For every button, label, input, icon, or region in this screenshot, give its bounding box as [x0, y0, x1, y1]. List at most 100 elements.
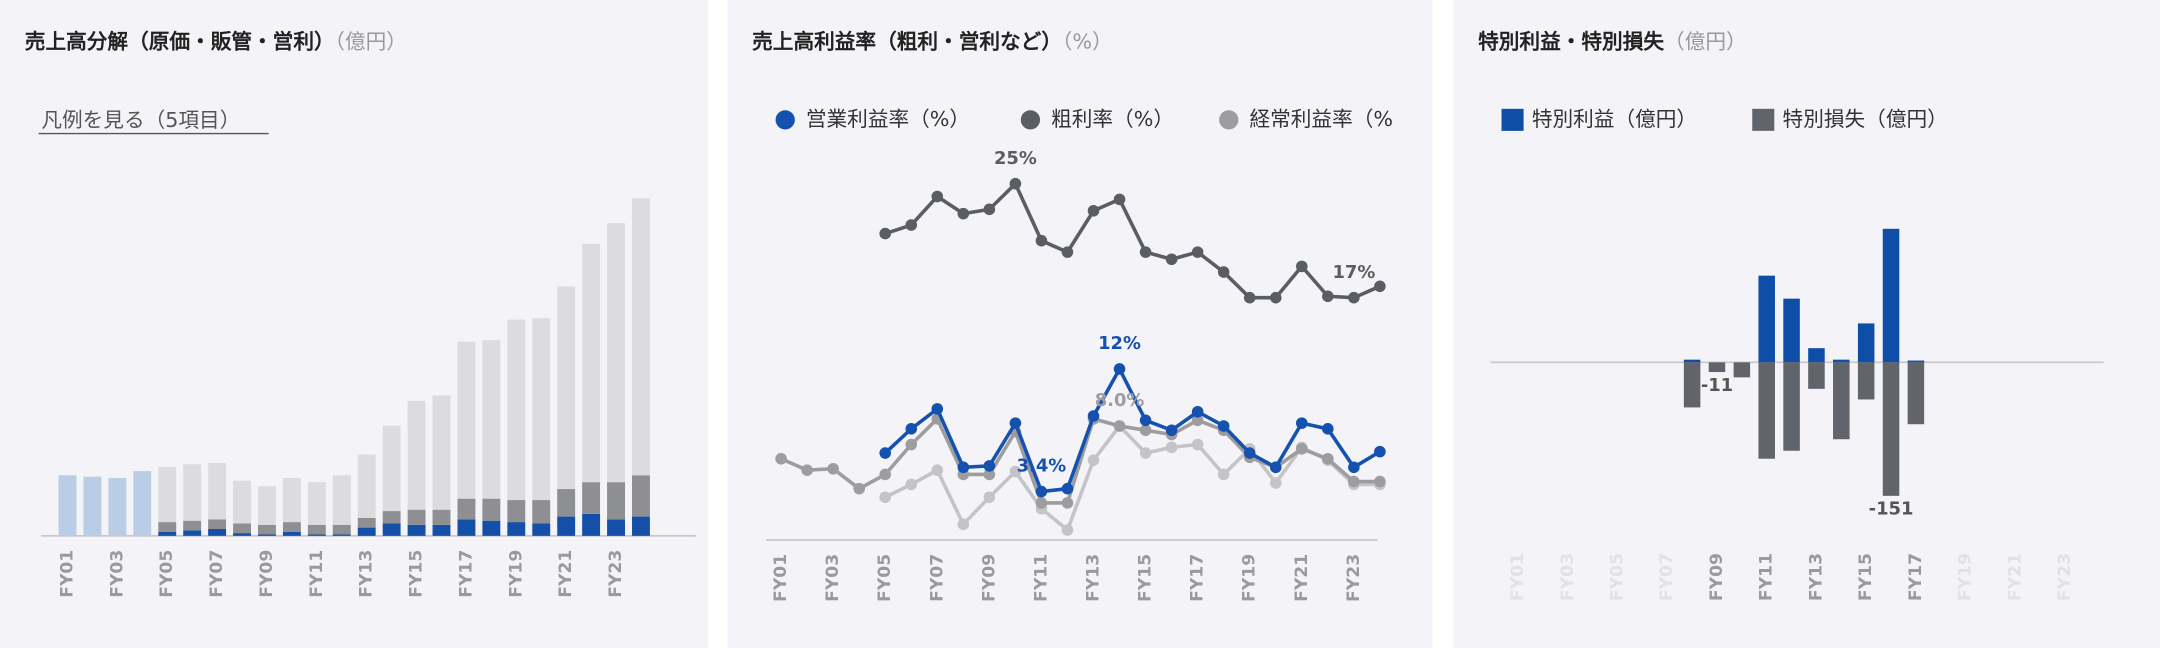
x-tick-label: FY11 [1031, 554, 1051, 602]
point [827, 462, 839, 475]
bar [457, 519, 476, 536]
bar [158, 522, 177, 532]
bar [1783, 298, 1800, 363]
bar [382, 523, 401, 536]
bar [432, 509, 451, 525]
bar [582, 513, 601, 536]
x-tick-label: FY05 [875, 554, 895, 602]
point [1139, 414, 1152, 427]
bar [607, 482, 625, 520]
point [905, 478, 918, 491]
x-tick-label: FY09 [979, 554, 999, 602]
panel: 売上高利益率（粗利・営利など）（%） 営業利益率（%） 粗利率（%） 経常利益率（%）… [752, 30, 1394, 602]
point [1061, 497, 1074, 509]
panel-title: 売上高利益率（粗利・営利など）（%） [752, 30, 1112, 54]
x-tick-label: FY01 [58, 550, 78, 598]
x-tick-label: FY13 [1806, 553, 1826, 601]
point [1061, 246, 1074, 258]
bar [1808, 348, 1825, 363]
point [1217, 468, 1230, 481]
legend-marker [775, 110, 795, 130]
x-tick-label: FY23 [606, 550, 626, 598]
point [1191, 246, 1204, 258]
bar [1758, 362, 1775, 459]
bar [1808, 362, 1825, 389]
x-tick-label: FY07 [207, 550, 227, 598]
data-label: -151 [1869, 499, 1914, 520]
bar [632, 198, 650, 476]
panel: 売上高分解（原価・販管・営利）（億円） 凡例を見る（5項目） FY01 FY03 FY0… [25, 30, 696, 598]
bar [582, 243, 601, 483]
bar [1833, 362, 1850, 440]
bar [507, 319, 526, 501]
bar [1907, 360, 1925, 363]
point [1348, 291, 1360, 304]
x-tick-label: FY05 [1608, 553, 1628, 601]
bar [632, 475, 650, 517]
bar [258, 534, 276, 536]
bar [133, 471, 152, 536]
title: 売上高分解（原価・販管・営利） [25, 30, 335, 54]
point [1113, 363, 1126, 375]
bar [183, 530, 202, 536]
x-tick-label: FY17 [456, 550, 476, 598]
x-tick-label: FY21 [2005, 553, 2025, 601]
bar [282, 531, 301, 536]
bar [1683, 362, 1701, 408]
unit: （%） [1062, 30, 1113, 54]
point [1374, 475, 1386, 488]
bar [607, 519, 625, 536]
bar [258, 486, 276, 525]
bar [532, 500, 551, 524]
bar [307, 524, 326, 535]
bar [357, 517, 376, 528]
panel: 特別利益・特別損失（億円） 特別利益（億円） 特別損失（億円） FY01 FY03 FY0… [1478, 30, 2104, 601]
bar [457, 498, 476, 520]
point [1087, 454, 1100, 466]
point [957, 518, 970, 531]
legend-button[interactable]: 凡例を見る（5項目） [41, 108, 240, 132]
bar [1857, 362, 1875, 400]
bar [332, 534, 351, 536]
point [1087, 204, 1100, 217]
point [983, 203, 996, 216]
x-tick-label: FY13 [1084, 554, 1104, 602]
point [1191, 414, 1204, 427]
bar [183, 464, 202, 521]
data-label: 25% [994, 148, 1037, 169]
bar [457, 341, 476, 499]
x-tick-label: FY17 [1188, 554, 1208, 602]
x-tick-label: FY15 [1136, 554, 1156, 602]
point [957, 207, 970, 220]
panel-background [1453, 0, 2160, 648]
point [1322, 452, 1334, 465]
x-tick-label: FY07 [927, 554, 947, 602]
bar [208, 519, 227, 529]
x-tick-label: FY07 [1657, 553, 1677, 601]
point [983, 468, 996, 481]
point [905, 423, 918, 435]
panel-title: 特別利益・特別損失（億円） [1478, 30, 1747, 54]
point [1322, 423, 1334, 435]
point [1296, 260, 1308, 273]
bar [158, 466, 177, 523]
x-tick-label: FY13 [357, 550, 377, 598]
point [1139, 424, 1152, 437]
bar [307, 534, 326, 536]
point [1243, 447, 1256, 459]
x-tick-label: FY01 [1508, 553, 1528, 601]
bar [233, 480, 251, 524]
legend-marker [1752, 108, 1775, 131]
point [1009, 465, 1022, 478]
point [1348, 461, 1360, 474]
bar [1783, 362, 1800, 451]
data-label: -11 [1701, 375, 1733, 396]
point [1113, 193, 1126, 206]
bar [282, 478, 301, 523]
bar [357, 527, 376, 536]
legend-marker [1219, 110, 1239, 130]
bar [1882, 362, 1900, 496]
x-tick-label: FY15 [1856, 553, 1876, 601]
x-tick-label: FY21 [1292, 554, 1312, 602]
bar [557, 516, 576, 536]
